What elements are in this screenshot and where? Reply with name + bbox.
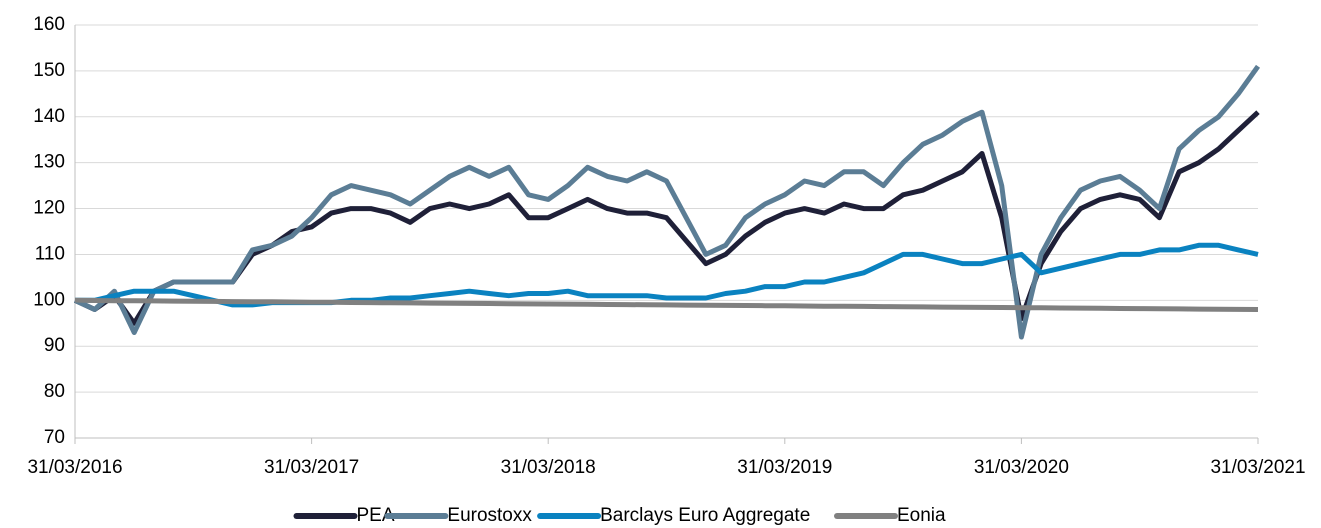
y-tick-label: 150 <box>33 60 65 81</box>
series-line <box>74 297 1259 312</box>
x-tick-label: 31/03/2018 <box>501 457 596 478</box>
series-line <box>73 64 1261 340</box>
y-tick-label: 70 <box>44 427 65 448</box>
legend-label: Eurostoxx <box>447 505 532 526</box>
legend-label: Eonia <box>897 505 946 526</box>
y-tick-label: 130 <box>33 152 65 173</box>
y-tick-label: 120 <box>33 198 65 219</box>
y-tick-label: 80 <box>44 381 65 402</box>
legend-label: Barclays Euro Aggregate <box>600 505 810 526</box>
series-line <box>73 110 1260 326</box>
legend-label: PEA <box>357 505 395 526</box>
x-tick-label: 31/03/2020 <box>974 457 1069 478</box>
x-tick-label: 31/03/2017 <box>264 457 359 478</box>
y-tick-label: 110 <box>35 243 65 264</box>
x-tick-label: 31/03/2019 <box>737 457 832 478</box>
y-tick-label: 90 <box>44 335 65 356</box>
y-tick-label: 160 <box>33 14 65 35</box>
x-tick-label: 31/03/2016 <box>27 457 122 478</box>
y-tick-label: 140 <box>33 106 65 127</box>
x-tick-label: 31/03/2021 <box>1210 457 1305 478</box>
y-tick-label: 100 <box>33 289 65 310</box>
